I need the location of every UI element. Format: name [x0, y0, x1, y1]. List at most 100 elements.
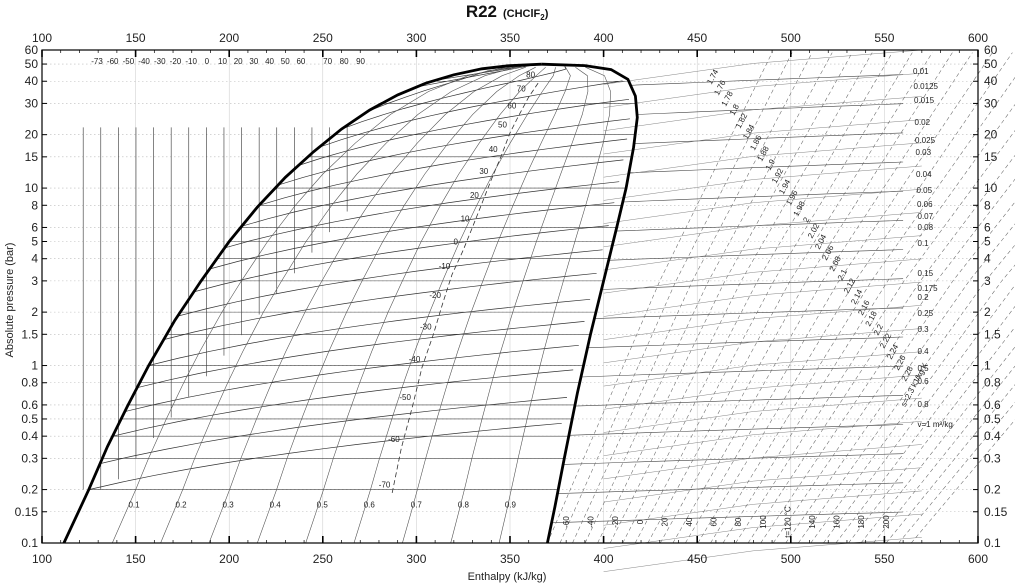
dome-isotherm-label: -50 — [399, 393, 411, 402]
y-tick-label-right: 3 — [984, 274, 991, 288]
volume-label: 0.02 — [915, 118, 931, 127]
y-tick-label-right: 0.1 — [984, 536, 1001, 550]
y-tick-label-left: 0.1 — [21, 536, 38, 550]
saturated-vapour-line — [541, 62, 639, 544]
volume-line — [603, 142, 922, 178]
y-tick-label-right: 4 — [984, 252, 991, 266]
entropy-line — [885, 384, 1015, 544]
dome-isotherm-curve — [259, 138, 628, 206]
superheated-isotherm — [574, 395, 904, 407]
superheated-isotherm — [622, 190, 904, 203]
entropy-line — [710, 76, 1015, 544]
isotherm-lines-liquid — [82, 127, 348, 490]
y-tick-label-right: 2 — [984, 305, 991, 319]
entropy-line — [735, 130, 1015, 544]
volume-label: v=1 m³/kg — [918, 420, 953, 429]
vapour-temp-label: -40 — [587, 516, 596, 528]
dome-isotherm-curve — [88, 422, 562, 490]
quality-label: 0.5 — [317, 501, 329, 510]
vapour-temp-label: 0 — [636, 519, 645, 524]
y-tick-label-right: 40 — [984, 74, 998, 88]
x-tick-label-top: 300 — [406, 31, 426, 45]
saturated-liquid-line — [62, 62, 542, 544]
volume-line — [603, 351, 922, 387]
dome-isotherm-curve — [100, 397, 568, 464]
x-tick-label-top: 150 — [126, 31, 146, 45]
y-tick-label-left: 2 — [31, 305, 38, 319]
y-tick-label-left: 4 — [31, 252, 38, 266]
y-tick-label-right: 0.15 — [984, 505, 1008, 519]
x-tick-label-top: 450 — [687, 31, 707, 45]
dome-isotherm-curve — [177, 249, 603, 317]
y-tick-label-right: 5 — [984, 235, 991, 249]
volume-line — [603, 119, 922, 155]
dome-isotherm-label: 20 — [470, 191, 479, 200]
dome-isotherm-curve — [137, 321, 585, 389]
y-tick-label-right: 0.6 — [984, 398, 1001, 412]
y-tick-label-left: 0.15 — [15, 505, 39, 519]
x-tick-label-bottom: 400 — [594, 552, 614, 566]
entropy-line — [697, 52, 1013, 544]
dome-isotherm-curve — [277, 118, 630, 186]
isotherm-label-top: -10 — [185, 57, 197, 66]
y-tick-label-left: 6 — [31, 220, 38, 234]
y-tick-label-right: 0.5 — [984, 412, 1001, 426]
quality-line — [257, 66, 536, 544]
superheated-isotherm — [628, 161, 904, 174]
y-tick-label-left: 60 — [25, 43, 39, 57]
x-tick-label-bottom: 250 — [313, 552, 333, 566]
y-tick-label-left: 0.4 — [21, 429, 38, 443]
entropy-line — [747, 154, 1015, 544]
dome-isotherm-curve — [224, 181, 620, 249]
isotherm-label-top: 10 — [218, 57, 227, 66]
x-tick-label-bottom: 500 — [781, 552, 801, 566]
y-tick-label-left: 0.3 — [21, 451, 38, 465]
grid-lines — [41, 49, 979, 544]
superheated-isotherm — [608, 249, 904, 261]
y-tick-label-right: 1.5 — [984, 327, 1001, 341]
quality-label: 0.8 — [458, 501, 470, 510]
quality-line — [305, 66, 546, 544]
volume-label: 0.6 — [918, 377, 930, 386]
entropy-line — [823, 284, 1015, 544]
y-axis-label: Absolute pressure (bar) — [4, 243, 16, 358]
dome-isotherm-label: 10 — [461, 214, 470, 223]
isotherm-label-top: 40 — [265, 57, 274, 66]
volume-label: 0.4 — [918, 347, 930, 356]
volume-line — [603, 467, 922, 503]
entropy-line — [622, 52, 893, 544]
dome-isotherm-label: 80 — [526, 70, 535, 79]
quality-line — [112, 66, 507, 544]
vapour-temp-label: 160 — [833, 515, 842, 529]
quality-label: 0.4 — [270, 501, 282, 510]
volume-line — [603, 305, 922, 340]
dome-isotherm-curve — [112, 369, 574, 437]
dome-isotherm-curve — [341, 64, 566, 130]
superheated-isotherm — [557, 482, 904, 494]
entropy-line — [647, 52, 933, 544]
y-tick-label-right: 0.3 — [984, 451, 1001, 465]
volume-label: 0.8 — [918, 400, 930, 409]
entropy-line — [848, 326, 1015, 544]
isotherm-label-top: 50 — [281, 57, 290, 66]
dome-isotherm-label: -60 — [388, 435, 400, 444]
volume-line — [603, 165, 922, 201]
volume-label: 0.01 — [913, 67, 929, 76]
y-tick-label-right: 50 — [984, 57, 998, 71]
dome-isotherm-label: -30 — [420, 322, 432, 331]
vapour-temp-label: 60 — [710, 517, 719, 526]
entropy-line — [873, 365, 1015, 544]
entropy-line — [660, 52, 953, 544]
chart-title: R22 — [466, 2, 497, 21]
quality-line — [160, 66, 516, 544]
quality-label: 0.6 — [364, 501, 376, 510]
y-tick-label-left: 40 — [25, 74, 39, 88]
y-tick-label-left: 0.2 — [21, 483, 38, 497]
x-tick-label-top: 600 — [968, 31, 988, 45]
chart-subtitle: (CHClF2) — [503, 8, 549, 22]
quality-label: 0.1 — [128, 501, 140, 510]
x-axis-label: Enthalpy (kJ/kg) — [468, 571, 547, 583]
y-tick-label-right: 30 — [984, 96, 998, 110]
isotherm-label-top: 20 — [234, 57, 243, 66]
